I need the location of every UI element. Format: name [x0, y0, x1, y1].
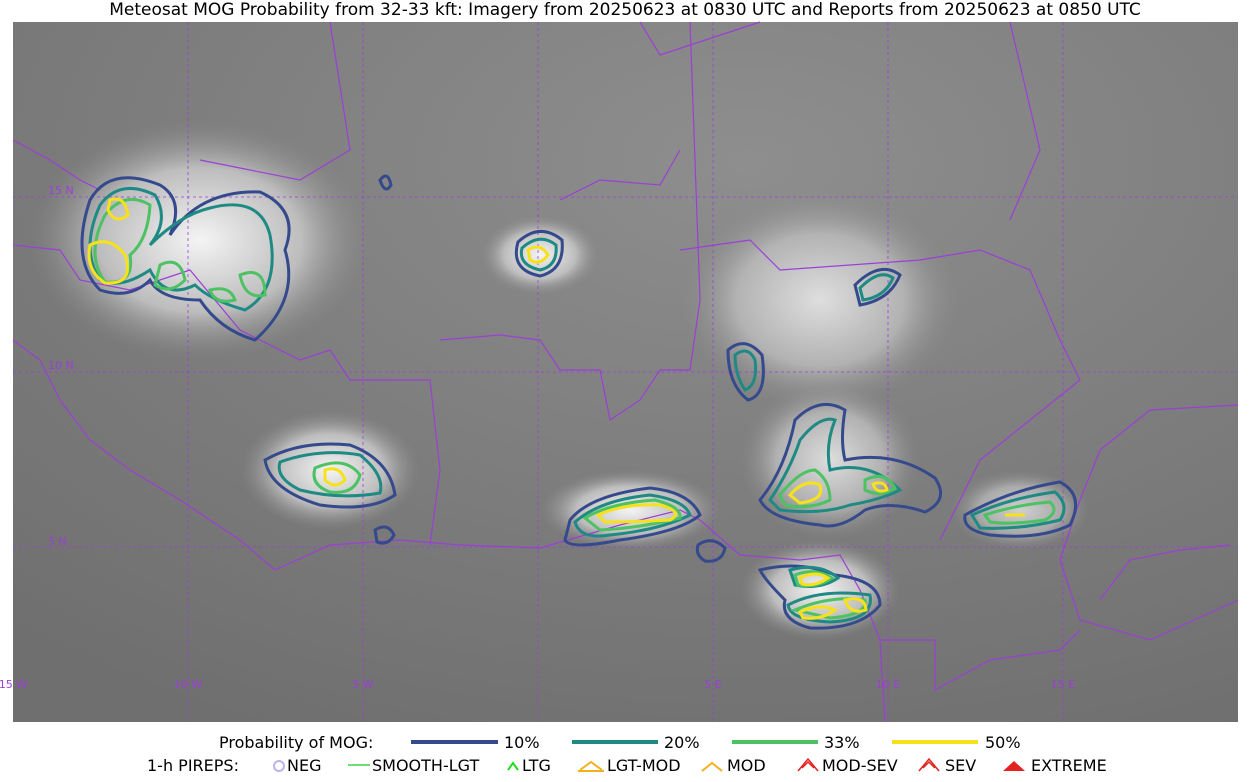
title: Meteosat MOG Probability from 32-33 kft:… [109, 0, 1141, 20]
grid-labels: 15 N 10 N 5 N 15 W 10 W 5 W 5 E 10 E 15 … [0, 184, 1075, 691]
lat-label: 15 N [48, 184, 74, 197]
legend-item: LGT-MOD [607, 756, 681, 775]
legend-item: NEG [287, 756, 321, 775]
legend-label: Probability of MOG: [219, 733, 373, 752]
lon-label: 10 E [876, 678, 900, 691]
map: 15 N 10 N 5 N 15 W 10 W 5 W 5 E 10 E 15 … [0, 21, 1239, 723]
legend: Probability of MOG: 10% 20% 33% 50% 1-h … [147, 733, 1107, 775]
legend-label: 1-h PIREPS: [147, 756, 239, 775]
borders [12, 21, 1239, 723]
legend-item: 20% [664, 733, 700, 752]
legend-item: EXTREME [1031, 756, 1107, 775]
lon-label: 5 W [352, 678, 373, 691]
legend-item: MOD [727, 756, 766, 775]
lon-label: 15 E [1051, 678, 1075, 691]
lat-label: 10 N [48, 359, 74, 372]
legend-item: SEV [945, 756, 976, 775]
legend-item: 33% [824, 733, 860, 752]
legend-item: LTG [522, 756, 551, 775]
lon-label: 15 W [0, 678, 27, 691]
legend-item: 10% [504, 733, 540, 752]
lon-label: 10 W [174, 678, 202, 691]
legend-item: SMOOTH-LGT [372, 756, 479, 775]
lat-label: 5 N [48, 535, 67, 548]
contours [80, 174, 1078, 630]
lon-label: 5 E [704, 678, 721, 691]
legend-item: 50% [985, 733, 1021, 752]
legend-item: MOD-SEV [822, 756, 898, 775]
